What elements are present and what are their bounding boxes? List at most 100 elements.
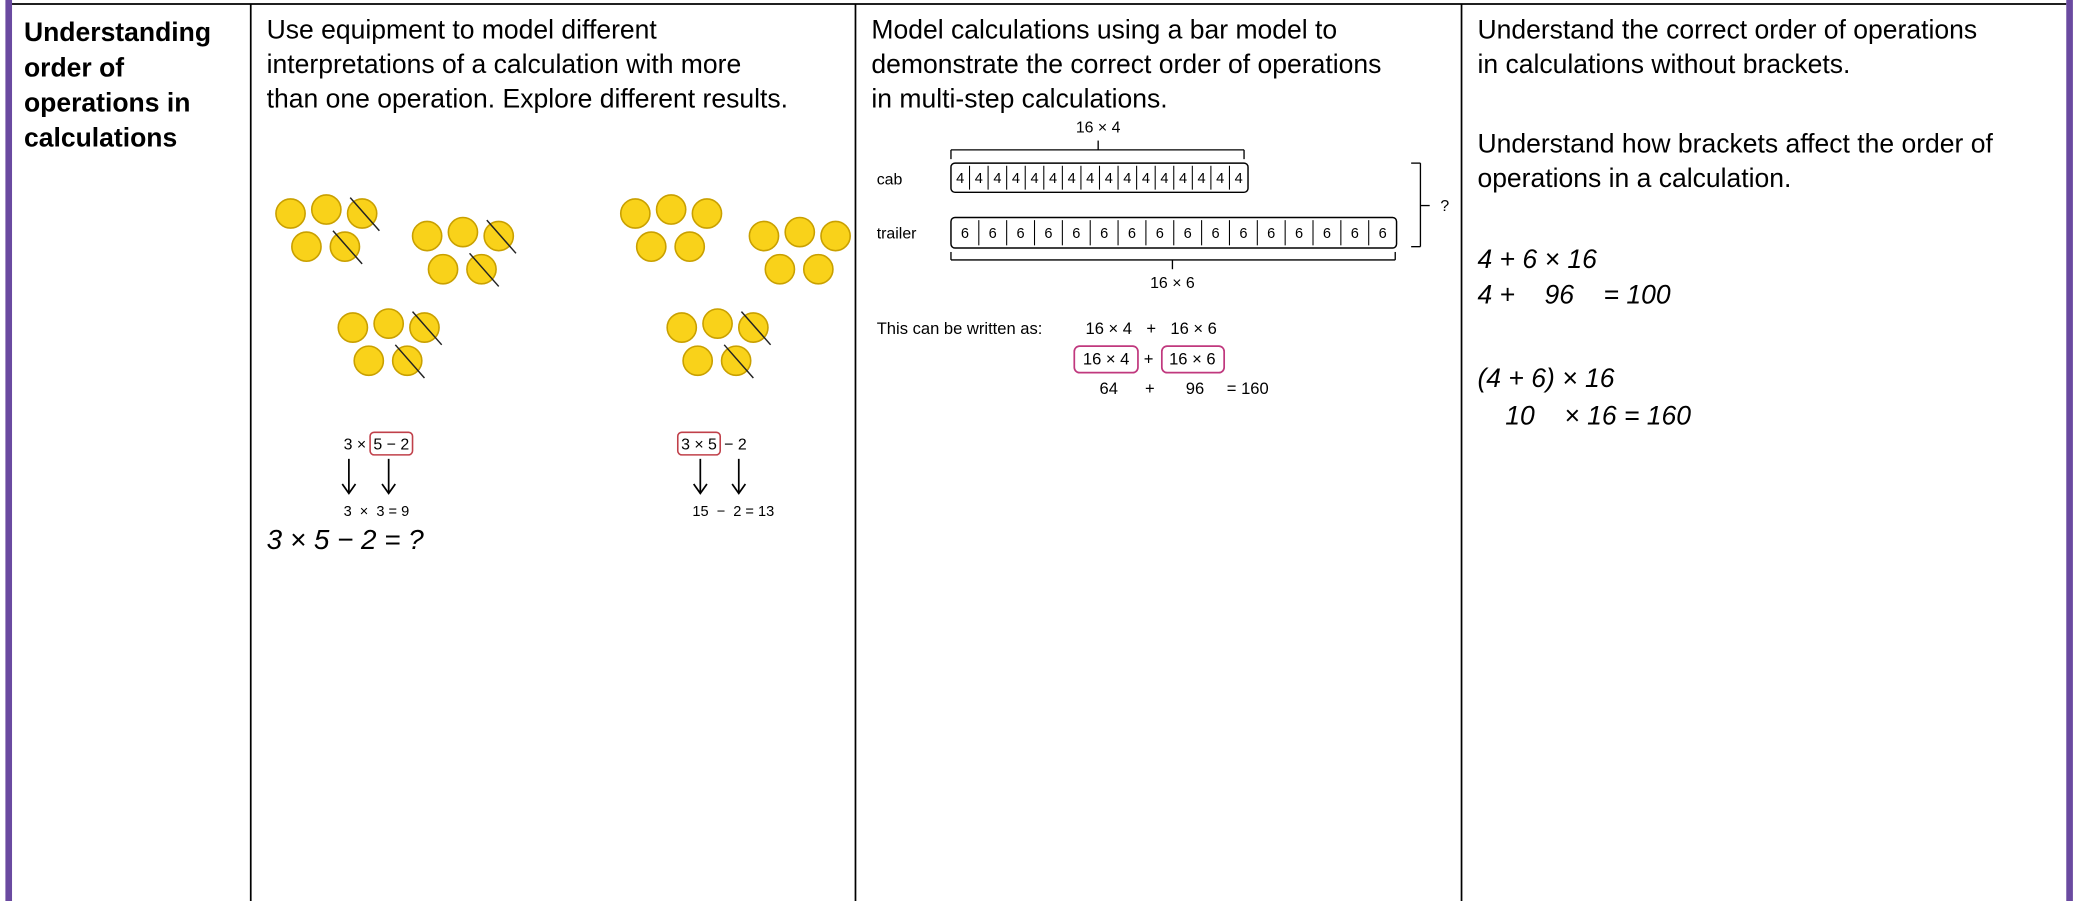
calculation: 4 + 96 = 100 — [1477, 280, 1670, 310]
counter — [619, 198, 651, 229]
description: Understand the correct order of operatio… — [1477, 14, 1977, 44]
bar-cell: 6 — [1351, 226, 1359, 242]
expression: 16 × 4 — [1086, 319, 1133, 338]
calculation: 10 × 16 = 160 — [1505, 400, 1691, 430]
bar-cell: 4 — [956, 171, 964, 187]
counter — [691, 198, 723, 229]
bar-cell: 4 — [1030, 171, 1038, 187]
bar-cell: 4 — [1160, 171, 1168, 187]
counter — [655, 194, 687, 225]
counter — [353, 345, 385, 377]
bar-cell: 4 — [1105, 171, 1113, 187]
description: demonstrate the correct order of operati… — [871, 49, 1381, 79]
bar-cell: 6 — [1128, 226, 1136, 242]
bar-cell: 4 — [1179, 171, 1187, 187]
counter — [427, 253, 459, 285]
bar-cell: 6 — [1017, 226, 1025, 242]
highlight-box — [1160, 345, 1226, 374]
bar-cell: 6 — [1379, 226, 1387, 242]
cross-out — [723, 344, 754, 379]
description: operations in a calculation. — [1477, 163, 1791, 193]
cross-out — [411, 311, 443, 346]
bar-cell: 4 — [1068, 171, 1076, 187]
purple-border — [5, 0, 13, 901]
counter — [373, 308, 405, 339]
expression: 5 − 2 — [373, 437, 409, 454]
heading: Understanding — [24, 17, 211, 47]
cross-out — [394, 344, 426, 379]
heading: calculations — [24, 123, 177, 153]
expression: − 2 — [724, 437, 747, 454]
bar-cell: 6 — [1044, 226, 1052, 242]
bar-cell: 6 — [1295, 226, 1303, 242]
description: Model calculations using a bar model to — [871, 14, 1337, 44]
expression: 16 × 4 — [1083, 350, 1130, 369]
counter — [682, 345, 714, 377]
counter — [784, 216, 816, 248]
bar-cell: 4 — [1123, 171, 1131, 187]
bar-cell: 4 — [1049, 171, 1057, 187]
bar-cell: 4 — [993, 171, 1001, 187]
row-label: trailer — [877, 226, 917, 243]
counter — [764, 253, 796, 285]
description: than one operation. Explore different re… — [267, 83, 788, 113]
counter — [666, 312, 698, 343]
bar-cell: 6 — [989, 226, 997, 242]
description: Use equipment to model different — [267, 14, 658, 44]
bar-cell: 4 — [1086, 171, 1094, 187]
description: Understand how brackets affect the order… — [1477, 129, 1993, 159]
counter — [635, 231, 667, 263]
bar-cell: 6 — [1267, 226, 1275, 242]
written-label: This can be written as: — [877, 319, 1043, 338]
counter — [674, 231, 706, 263]
expression: 3 × — [344, 437, 367, 454]
calculation: 4 + 6 × 16 — [1477, 244, 1597, 274]
arrow-head — [692, 483, 708, 495]
counter — [329, 231, 361, 263]
counter — [391, 345, 423, 377]
expression: + — [1144, 350, 1154, 369]
expression: = 160 — [1227, 379, 1269, 398]
expression: 15 − 2 = 13 — [692, 504, 774, 520]
counter — [275, 198, 306, 229]
counter — [409, 312, 440, 343]
bar-cell: 4 — [1198, 171, 1206, 187]
counter — [310, 194, 342, 225]
bar-cell: 4 — [1216, 171, 1224, 187]
description: in calculations without brackets. — [1477, 49, 1850, 79]
counter — [702, 308, 733, 339]
bar — [950, 216, 1398, 249]
bar-cell: 6 — [1100, 226, 1108, 242]
arrow-head — [731, 483, 747, 495]
bar-cell: 6 — [1184, 226, 1192, 242]
bar-label: 16 × 4 — [1076, 120, 1121, 137]
highlight-box — [676, 431, 722, 456]
row-label: cab — [877, 171, 903, 188]
cross-out — [486, 219, 517, 254]
bar-cell: 6 — [961, 226, 969, 242]
bar-cell: 4 — [1012, 171, 1020, 187]
description: in multi-step calculations. — [871, 83, 1167, 113]
description: interpretations of a calculation with mo… — [267, 49, 742, 79]
calculation: (4 + 6) × 16 — [1477, 363, 1614, 393]
counter — [337, 312, 369, 343]
cross-out — [469, 252, 500, 287]
bar-cell: 6 — [1239, 226, 1247, 242]
expression: 3 × 3 = 9 — [344, 504, 410, 520]
expression: + — [1145, 379, 1155, 398]
expression: 16 × 6 — [1170, 319, 1217, 338]
counter — [737, 312, 769, 343]
bar-cell: 4 — [1142, 171, 1150, 187]
question: 3 × 5 − 2 = ? — [267, 524, 425, 555]
total-label: ? — [1440, 198, 1449, 215]
counter — [720, 345, 752, 377]
highlight-box — [1073, 345, 1139, 374]
arrow-head — [381, 483, 396, 495]
bar-cell: 6 — [1072, 226, 1080, 242]
counter — [447, 216, 479, 248]
counter — [346, 198, 378, 229]
purple-border — [2066, 0, 2073, 901]
expression: 96 — [1186, 379, 1204, 398]
counter — [748, 220, 780, 252]
